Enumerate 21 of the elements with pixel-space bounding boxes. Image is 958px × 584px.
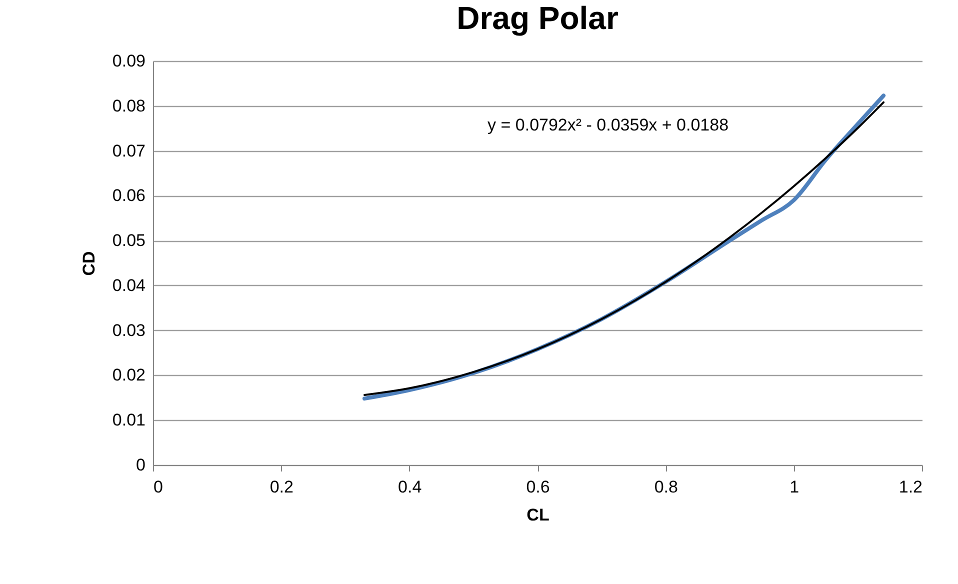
y-tick-label: 0.08 <box>112 96 146 116</box>
y-tick-label: 0.02 <box>112 366 146 385</box>
x-tick-label: 0.4 <box>398 478 422 496</box>
x-tick-label: 0.6 <box>526 478 550 496</box>
x-tick-label: 1.2 <box>898 478 922 496</box>
x-tick-label: 1 <box>790 478 800 496</box>
y-tick-label: 0.09 <box>112 52 146 70</box>
annotation: y = 0.0792x² - 0.0359x + 0.0188 <box>488 116 729 135</box>
y-tick-label: 0.01 <box>112 410 146 430</box>
y-tick-label: 0.06 <box>112 186 146 206</box>
y-tick-label: 0.03 <box>112 320 146 340</box>
y-tick-label: 0.07 <box>112 141 146 160</box>
x-tick-label: 0.2 <box>270 478 294 496</box>
x-tick-label: 0.8 <box>654 478 678 496</box>
x-axis-title: CL <box>526 506 550 524</box>
y-tick-label: 0.05 <box>112 231 146 250</box>
y-tick-label: 0 <box>136 456 146 474</box>
y-tick-label: 0.04 <box>112 276 146 295</box>
chart-title: Drag Polar <box>456 0 618 36</box>
x-tick-label: 0 <box>154 478 163 496</box>
y-axis-title: CD <box>79 251 98 276</box>
